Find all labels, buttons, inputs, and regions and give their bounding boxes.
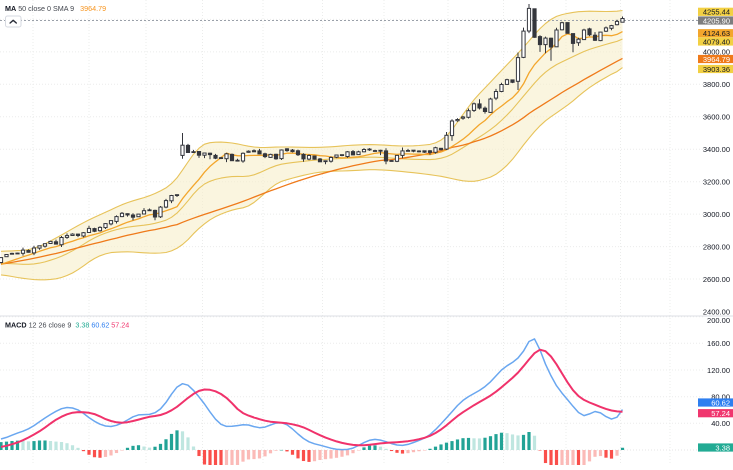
svg-text:3800.00: 3800.00 — [703, 80, 730, 89]
svg-text:200.00: 200.00 — [707, 316, 730, 325]
svg-text:3.38: 3.38 — [715, 443, 730, 452]
svg-text:4000.00: 4000.00 — [703, 48, 730, 57]
svg-text:3903.36: 3903.36 — [703, 65, 730, 74]
svg-text:80.00: 80.00 — [711, 393, 730, 402]
svg-text:60.62: 60.62 — [711, 398, 730, 407]
svg-text:3000.00: 3000.00 — [703, 210, 730, 219]
svg-text:4079.40: 4079.40 — [703, 37, 730, 46]
svg-text:120.00: 120.00 — [707, 366, 730, 375]
svg-text:2600.00: 2600.00 — [703, 275, 730, 284]
svg-text:160.00: 160.00 — [707, 339, 730, 348]
svg-text:57.24: 57.24 — [711, 409, 730, 418]
svg-text:40.00: 40.00 — [711, 419, 730, 428]
svg-text:4255.44: 4255.44 — [703, 8, 730, 17]
svg-text:2800.00: 2800.00 — [703, 242, 730, 251]
svg-text:4124.63: 4124.63 — [703, 29, 730, 38]
svg-text:MA 50 close 0 SMA 9 3964.79: MA 50 close 0 SMA 9 3964.79 — [5, 4, 106, 13]
svg-text:3964.79: 3964.79 — [703, 55, 730, 64]
svg-text:MACD 12 26 close 9 3.38 60.62: MACD 12 26 close 9 3.38 60.62 57.24 — [5, 321, 129, 330]
svg-text:3600.00: 3600.00 — [703, 113, 730, 122]
svg-text:3400.00: 3400.00 — [703, 145, 730, 154]
svg-text:3200.00: 3200.00 — [703, 178, 730, 187]
svg-text:2400.00: 2400.00 — [703, 307, 730, 316]
svg-text:4205.90: 4205.90 — [703, 16, 730, 25]
